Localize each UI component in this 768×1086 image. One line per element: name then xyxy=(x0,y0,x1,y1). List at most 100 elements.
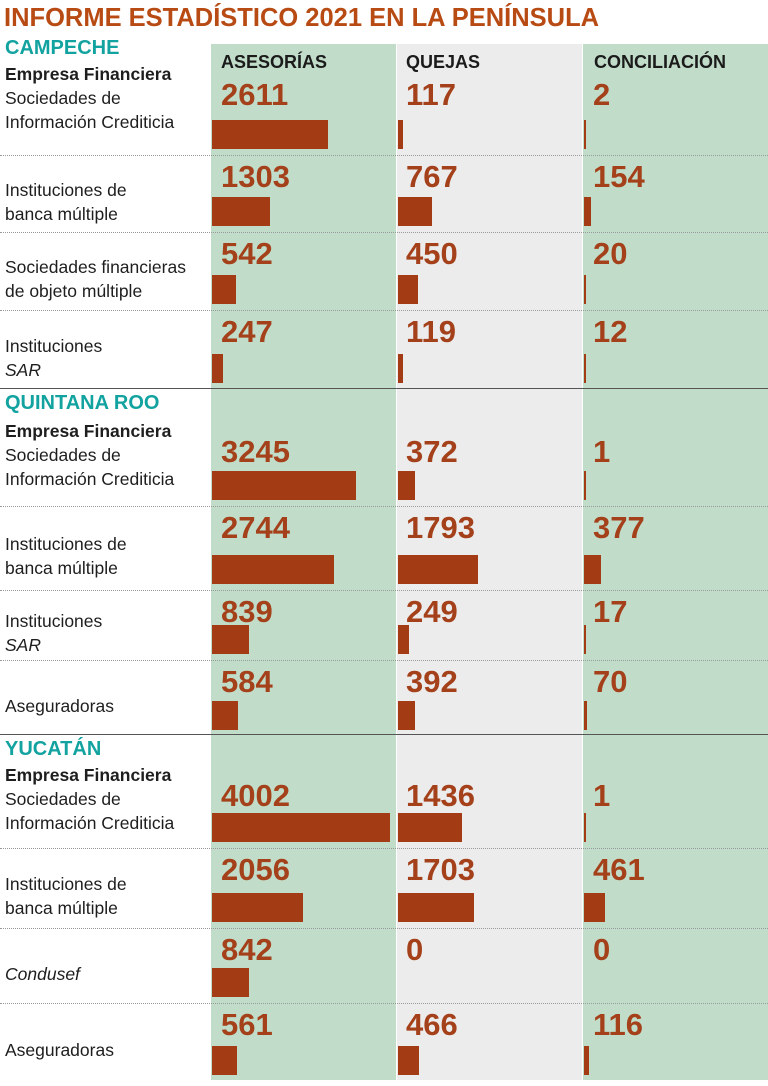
row-label: Empresa Financiera Sociedades de Informaci… xyxy=(5,763,210,835)
row-label-line: Instituciones xyxy=(5,611,103,631)
row-label: Instituciones de banca múltiple xyxy=(5,532,210,580)
data-bar xyxy=(398,813,462,842)
data-value: 247 xyxy=(221,314,273,349)
data-value: 561 xyxy=(221,1007,273,1042)
data-value: 119 xyxy=(406,314,457,349)
row-label-line: de objeto múltiple xyxy=(5,281,143,301)
row-label: Condusef xyxy=(5,962,210,986)
column-header-asesorias: ASESORÍAS xyxy=(221,52,328,72)
row-label-line: Información Crediticia xyxy=(5,112,175,132)
data-bar xyxy=(584,471,586,500)
data-value: 461 xyxy=(593,852,645,887)
data-value: 154 xyxy=(593,159,645,194)
data-bar xyxy=(212,1046,237,1075)
region-label: YUCATÁN xyxy=(5,738,102,760)
row-label-line: SAR xyxy=(5,359,41,380)
data-value: 839 xyxy=(221,594,273,629)
data-bar xyxy=(398,275,418,304)
region-divider xyxy=(0,734,768,735)
region-label: QUINTANA ROO xyxy=(5,392,160,414)
row-divider xyxy=(0,232,768,233)
row-label-line: banca múltiple xyxy=(5,898,118,918)
data-value: 0 xyxy=(593,932,611,967)
data-value: 842 xyxy=(221,932,273,967)
data-bar xyxy=(212,471,357,500)
region-divider xyxy=(0,388,768,389)
row-label: Sociedades financieras de objeto múltiple xyxy=(5,255,210,303)
row-divider xyxy=(0,155,768,156)
data-value: 2611 xyxy=(221,77,289,112)
data-value: 466 xyxy=(406,1007,458,1042)
row-label-line: Instituciones de xyxy=(5,179,127,200)
data-value: 249 xyxy=(406,594,458,629)
data-bar xyxy=(398,701,416,730)
row-label-line: banca múltiple xyxy=(5,203,118,224)
row-label-line: Aseguradoras xyxy=(5,696,114,716)
data-bar xyxy=(584,275,586,304)
region-label: CAMPECHE xyxy=(5,37,120,59)
row-divider xyxy=(0,310,768,311)
data-value: 1793 xyxy=(406,510,475,545)
data-bar xyxy=(584,893,605,922)
data-bar xyxy=(584,813,586,842)
row-label: Empresa Financiera Sociedades de Informaci… xyxy=(5,62,210,134)
row-label: Instituciones SAR xyxy=(5,609,210,657)
data-value: 1 xyxy=(593,778,611,813)
row-divider xyxy=(0,506,768,507)
data-value: 17 xyxy=(593,594,628,629)
data-value: 12 xyxy=(593,314,628,349)
data-value: 117 xyxy=(406,77,457,112)
data-bar xyxy=(212,893,304,922)
row-label-line: Empresa Financiera xyxy=(5,64,172,84)
data-bar xyxy=(398,120,404,149)
row-label-line: Sociedades financieras xyxy=(5,257,186,277)
chart-title: INFORME ESTADÍSTICO 2021 EN LA PENÍNSULA xyxy=(4,4,600,32)
data-bar xyxy=(584,701,588,730)
data-value: 767 xyxy=(406,159,458,194)
row-label-line: Instituciones de xyxy=(5,534,127,554)
row-label-line: Empresa Financiera xyxy=(5,765,172,785)
data-bar xyxy=(584,625,586,654)
data-bar xyxy=(212,354,223,383)
row-label-line: Información Crediticia xyxy=(5,813,175,833)
row-divider xyxy=(0,590,768,591)
data-bar xyxy=(584,354,586,383)
row-label: Aseguradoras xyxy=(5,694,210,718)
data-bar xyxy=(584,197,591,226)
column-header-conciliacion: CONCILIACIÓN xyxy=(594,52,726,72)
data-bar xyxy=(398,625,410,654)
row-label-line: Condusef xyxy=(5,963,80,984)
data-bar xyxy=(398,1046,419,1075)
data-value: 542 xyxy=(221,236,273,271)
data-bar xyxy=(398,893,474,922)
data-bar xyxy=(398,471,415,500)
data-value: 392 xyxy=(406,664,458,699)
data-bar xyxy=(398,354,404,383)
row-label-line: Instituciones de xyxy=(5,874,127,894)
row-label: Empresa Financiera Sociedades de Informaci… xyxy=(5,419,210,491)
data-value: 1436 xyxy=(406,778,475,813)
row-label: Instituciones SAR xyxy=(5,334,210,382)
data-value: 450 xyxy=(406,236,458,271)
data-bar xyxy=(584,120,586,149)
row-label-line: Sociedades de xyxy=(5,789,121,809)
data-value: 377 xyxy=(593,510,645,545)
data-value: 70 xyxy=(593,664,628,699)
row-divider xyxy=(0,660,768,661)
row-label-line: Aseguradoras xyxy=(5,1040,114,1060)
data-value: 2744 xyxy=(221,510,290,545)
data-bar xyxy=(212,197,270,226)
row-label-line: Sociedades de xyxy=(5,88,121,108)
data-bar xyxy=(212,701,238,730)
column-header-quejas: QUEJAS xyxy=(406,52,481,72)
row-divider xyxy=(0,1003,768,1004)
data-bar xyxy=(584,1046,590,1075)
data-value: 2056 xyxy=(221,852,290,887)
data-bar xyxy=(398,197,433,226)
row-divider xyxy=(0,848,768,849)
data-bar xyxy=(212,968,250,997)
row-label-line: SAR xyxy=(5,635,41,655)
data-value: 1 xyxy=(593,434,611,469)
column-background-conciliacion xyxy=(583,44,768,1080)
row-label: Instituciones de banca múltiple xyxy=(5,178,210,226)
